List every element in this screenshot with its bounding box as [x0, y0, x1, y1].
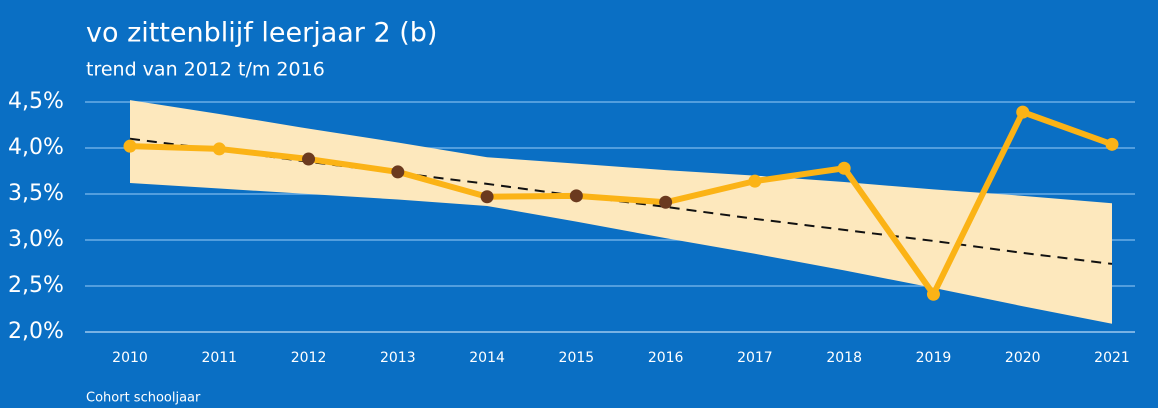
y-tick-label: 4,0%: [8, 135, 64, 160]
x-tick-label: 2016: [648, 350, 684, 366]
x-tick-label: 2011: [201, 350, 237, 366]
chart-subtitle: trend van 2012 t/m 2016: [86, 59, 325, 81]
confidence-band: [130, 100, 1112, 324]
x-tick-label: 2012: [291, 350, 327, 366]
data-point: [569, 189, 583, 203]
x-tick-label: 2010: [112, 350, 148, 366]
x-axis-label: Cohort schooljaar: [86, 391, 201, 406]
x-tick-label: 2018: [826, 350, 862, 366]
x-tick-label: 2017: [737, 350, 773, 366]
data-point: [659, 195, 673, 209]
x-tick-label: 2014: [469, 350, 505, 366]
y-tick-label: 3,0%: [8, 227, 64, 252]
data-point: [391, 165, 405, 179]
data-point: [748, 174, 762, 188]
data-point: [1105, 137, 1119, 151]
data-point: [302, 152, 316, 166]
chart-title: vo zittenblijf leerjaar 2 (b): [86, 18, 437, 49]
x-tick-label: 2021: [1094, 350, 1130, 366]
x-tick-label: 2015: [559, 350, 595, 366]
x-tick-label: 2019: [916, 350, 952, 366]
data-point: [1016, 105, 1030, 119]
y-tick-label: 4,5%: [8, 89, 64, 114]
y-tick-label: 3,5%: [8, 181, 64, 206]
x-tick-label: 2020: [1005, 350, 1041, 366]
data-point: [123, 139, 137, 153]
line-series: [129, 109, 1114, 298]
data-point: [926, 287, 940, 301]
data-point: [212, 142, 226, 156]
x-tick-label: 2013: [380, 350, 416, 366]
data-point: [837, 161, 851, 175]
y-tick-label: 2,0%: [8, 319, 64, 344]
y-tick-label: 2,5%: [8, 273, 64, 298]
data-point: [480, 190, 494, 204]
